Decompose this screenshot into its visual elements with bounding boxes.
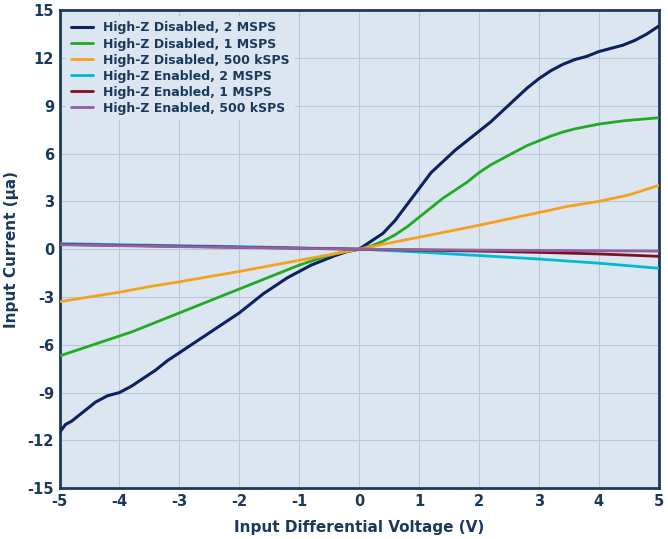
High-Z Disabled, 500 kSPS xyxy=(295,257,303,264)
High-Z Enabled, 1 MSPS xyxy=(595,251,603,257)
High-Z Enabled, 1 MSPS xyxy=(415,247,423,253)
High-Z Disabled, 1 MSPS xyxy=(235,286,243,292)
High-Z Disabled, 2 MSPS xyxy=(283,274,291,281)
High-Z Disabled, 500 kSPS xyxy=(535,209,543,216)
High-Z Disabled, 1 MSPS xyxy=(55,353,63,359)
High-Z Disabled, 500 kSPS xyxy=(235,268,243,275)
High-Z Disabled, 2 MSPS xyxy=(655,23,663,29)
High-Z Enabled, 1 MSPS xyxy=(235,244,243,251)
High-Z Enabled, 2 MSPS xyxy=(655,265,663,272)
Line: High-Z Enabled, 1 MSPS: High-Z Enabled, 1 MSPS xyxy=(59,244,659,257)
High-Z Disabled, 500 kSPS xyxy=(86,294,94,300)
High-Z Disabled, 500 kSPS xyxy=(146,284,154,290)
High-Z Enabled, 1 MSPS xyxy=(355,246,363,252)
Line: High-Z Disabled, 500 kSPS: High-Z Disabled, 500 kSPS xyxy=(59,185,659,302)
High-Z Disabled, 2 MSPS xyxy=(403,202,411,208)
High-Z Disabled, 2 MSPS xyxy=(55,429,63,436)
High-Z Enabled, 500 kSPS xyxy=(55,241,63,248)
High-Z Enabled, 2 MSPS xyxy=(55,240,63,247)
High-Z Disabled, 500 kSPS xyxy=(415,234,423,240)
High-Z Enabled, 500 kSPS xyxy=(116,243,124,249)
High-Z Enabled, 500 kSPS xyxy=(475,247,483,253)
High-Z Enabled, 500 kSPS xyxy=(295,245,303,252)
High-Z Disabled, 500 kSPS xyxy=(205,273,213,280)
High-Z Disabled, 1 MSPS xyxy=(487,162,495,168)
High-Z Enabled, 500 kSPS xyxy=(655,248,663,254)
High-Z Enabled, 500 kSPS xyxy=(415,246,423,253)
High-Z Disabled, 500 kSPS xyxy=(625,192,633,198)
High-Z Disabled, 1 MSPS xyxy=(187,305,195,312)
High-Z Enabled, 2 MSPS xyxy=(475,252,483,259)
High-Z Disabled, 1 MSPS xyxy=(643,115,651,122)
Legend: High-Z Disabled, 2 MSPS, High-Z Disabled, 1 MSPS, High-Z Disabled, 500 kSPS, Hig: High-Z Disabled, 2 MSPS, High-Z Disabled… xyxy=(66,16,295,120)
High-Z Disabled, 500 kSPS xyxy=(505,216,513,222)
High-Z Enabled, 2 MSPS xyxy=(295,245,303,251)
High-Z Disabled, 2 MSPS xyxy=(391,217,399,224)
High-Z Disabled, 500 kSPS xyxy=(355,246,363,252)
High-Z Enabled, 500 kSPS xyxy=(535,247,543,254)
High-Z Enabled, 2 MSPS xyxy=(235,244,243,250)
High-Z Enabled, 1 MSPS xyxy=(475,248,483,254)
High-Z Disabled, 2 MSPS xyxy=(367,238,375,244)
Line: High-Z Enabled, 500 kSPS: High-Z Enabled, 500 kSPS xyxy=(59,245,659,251)
High-Z Enabled, 500 kSPS xyxy=(176,244,184,250)
High-Z Enabled, 500 kSPS xyxy=(355,246,363,252)
Line: High-Z Enabled, 2 MSPS: High-Z Enabled, 2 MSPS xyxy=(59,244,659,268)
High-Z Enabled, 1 MSPS xyxy=(535,249,543,255)
Line: High-Z Disabled, 2 MSPS: High-Z Disabled, 2 MSPS xyxy=(59,26,659,432)
High-Z Enabled, 1 MSPS xyxy=(55,241,63,247)
High-Z Enabled, 2 MSPS xyxy=(595,260,603,266)
X-axis label: Input Differential Voltage (V): Input Differential Voltage (V) xyxy=(234,520,484,535)
High-Z Disabled, 500 kSPS xyxy=(116,289,124,295)
High-Z Disabled, 500 kSPS xyxy=(655,182,663,189)
High-Z Disabled, 500 kSPS xyxy=(565,203,573,209)
Line: High-Z Disabled, 1 MSPS: High-Z Disabled, 1 MSPS xyxy=(59,118,659,356)
High-Z Disabled, 500 kSPS xyxy=(385,240,393,246)
High-Z Enabled, 2 MSPS xyxy=(535,256,543,262)
High-Z Disabled, 500 kSPS xyxy=(55,299,63,305)
High-Z Enabled, 1 MSPS xyxy=(295,245,303,252)
High-Z Disabled, 2 MSPS xyxy=(451,147,459,154)
High-Z Enabled, 1 MSPS xyxy=(655,253,663,260)
High-Z Disabled, 500 kSPS xyxy=(325,252,333,258)
High-Z Enabled, 1 MSPS xyxy=(116,242,124,248)
High-Z Enabled, 2 MSPS xyxy=(176,243,184,249)
High-Z Enabled, 500 kSPS xyxy=(235,244,243,251)
High-Z Enabled, 2 MSPS xyxy=(415,249,423,255)
High-Z Enabled, 2 MSPS xyxy=(355,246,363,252)
High-Z Enabled, 1 MSPS xyxy=(176,243,184,250)
High-Z Disabled, 500 kSPS xyxy=(445,228,453,234)
High-Z Disabled, 2 MSPS xyxy=(152,367,160,374)
High-Z Disabled, 500 kSPS xyxy=(265,262,273,269)
High-Z Disabled, 1 MSPS xyxy=(451,187,459,194)
High-Z Disabled, 500 kSPS xyxy=(176,279,184,285)
High-Z Disabled, 500 kSPS xyxy=(475,222,483,229)
High-Z Enabled, 500 kSPS xyxy=(595,247,603,254)
High-Z Disabled, 1 MSPS xyxy=(655,114,663,121)
High-Z Disabled, 500 kSPS xyxy=(595,198,603,205)
High-Z Enabled, 2 MSPS xyxy=(116,241,124,248)
Y-axis label: Input Current (µa): Input Current (µa) xyxy=(4,171,19,328)
High-Z Disabled, 1 MSPS xyxy=(247,281,255,287)
